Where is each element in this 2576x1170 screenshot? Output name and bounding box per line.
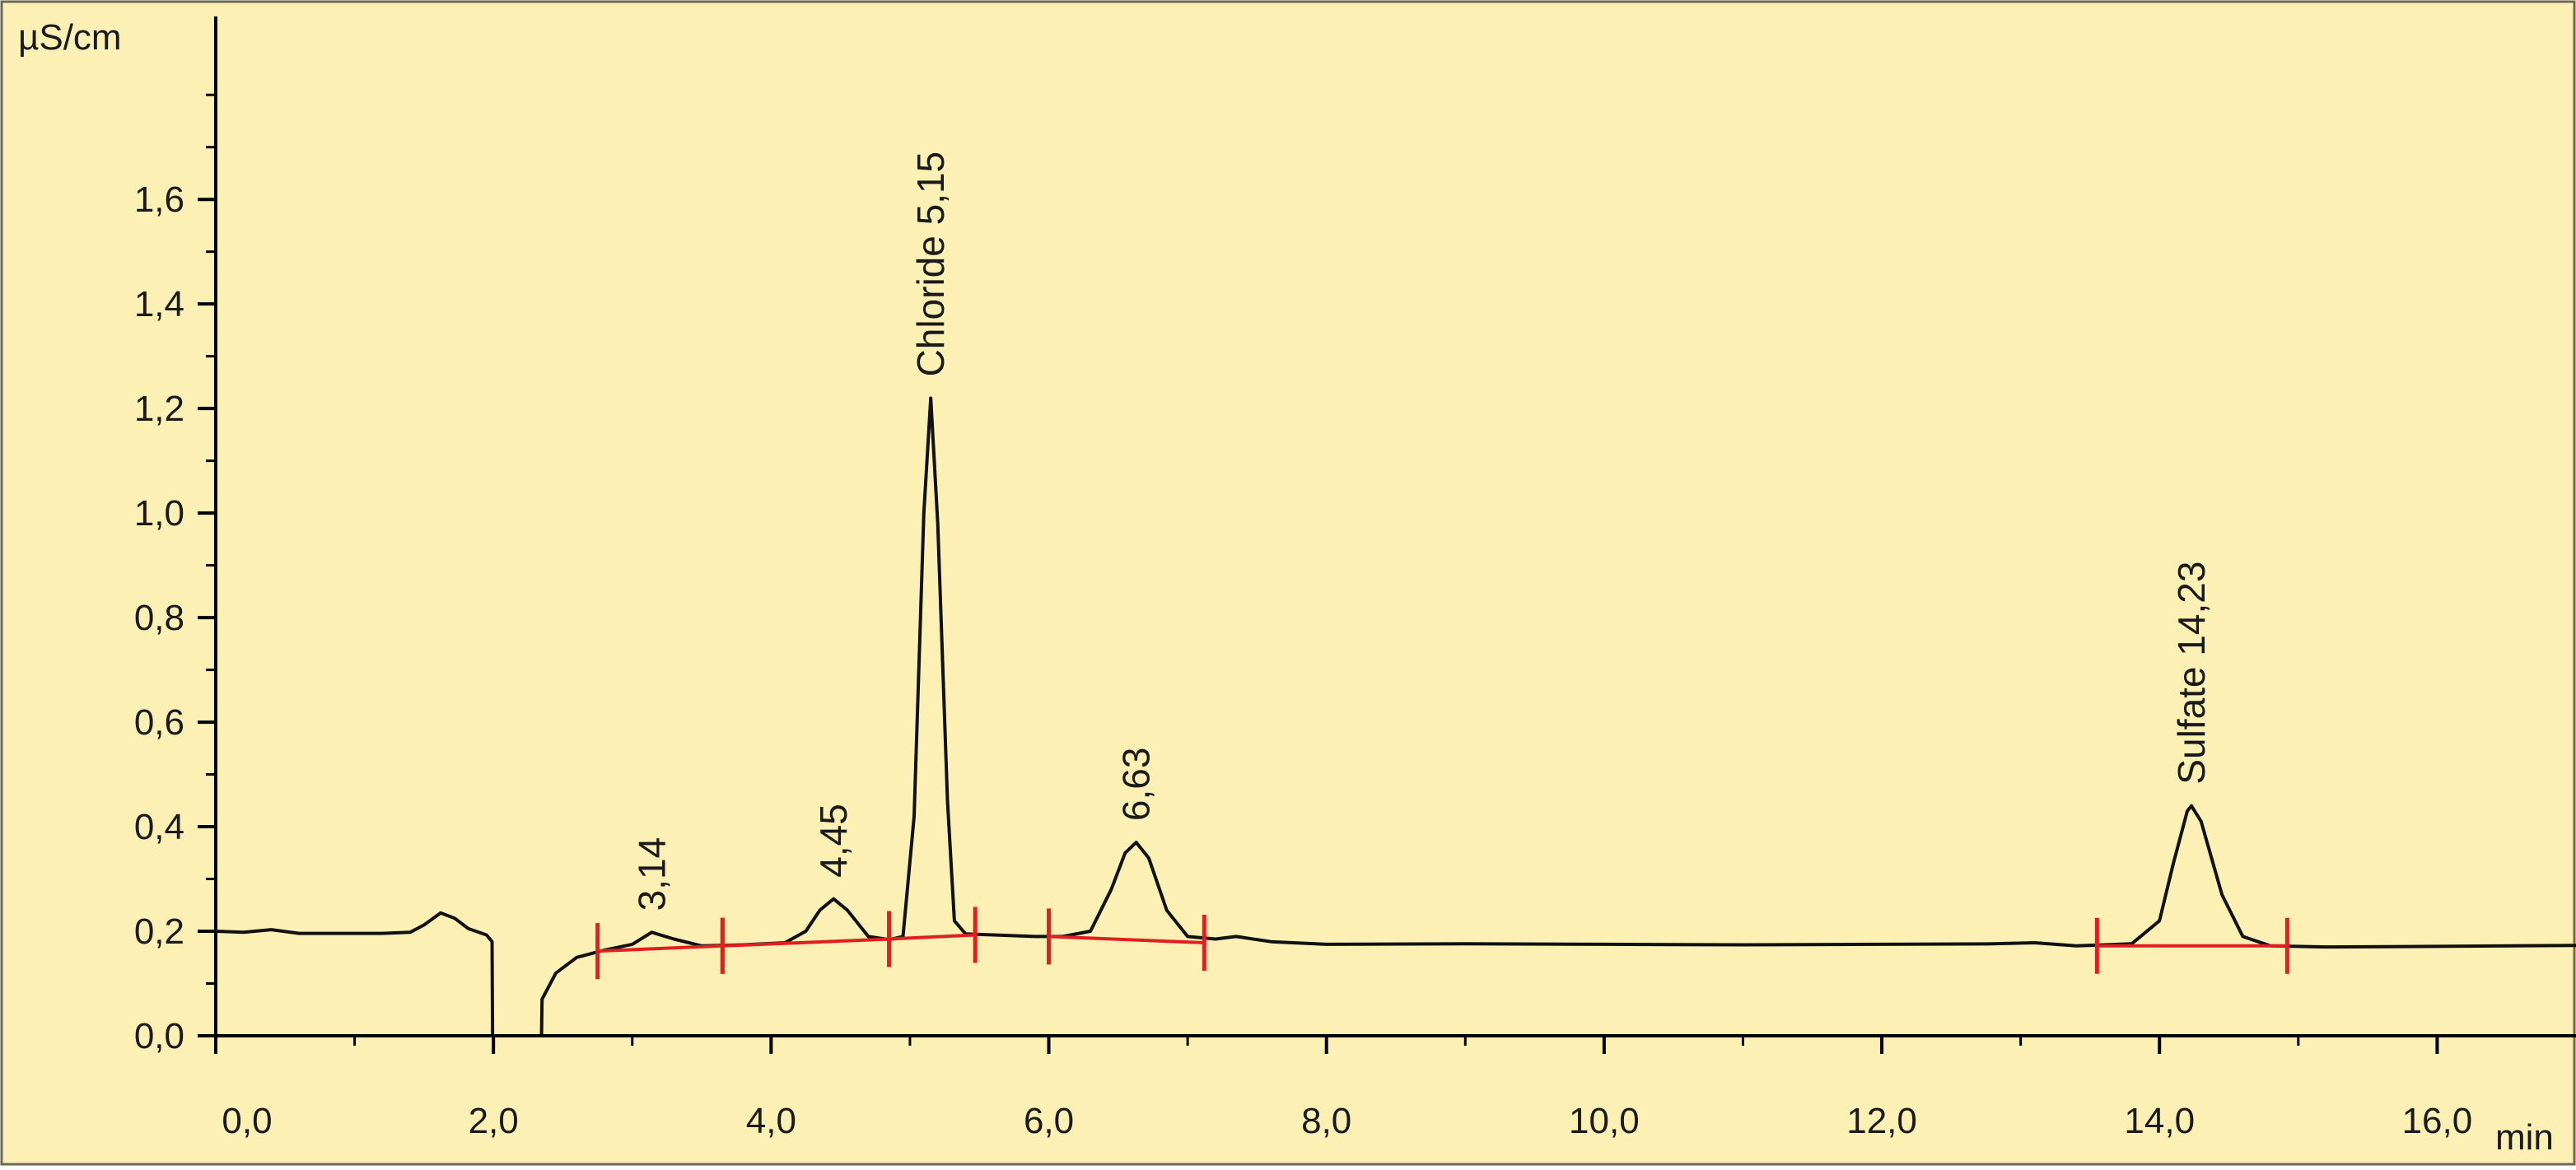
y-tick-label: 0,0 <box>134 1016 184 1056</box>
x-tick-label: 6,0 <box>1024 1101 1074 1141</box>
y-tick-label: 0,4 <box>134 807 184 847</box>
peak-label: Sulfate 14,23 <box>2170 562 2213 785</box>
y-tick-label: 0,6 <box>134 702 184 743</box>
peak-label: 4,45 <box>812 804 855 878</box>
y-axis-unit: µS/cm <box>18 17 122 58</box>
integration-baseline <box>1048 935 1205 944</box>
y-tick-label: 1,6 <box>134 179 184 220</box>
integration-baseline <box>889 933 976 941</box>
x-tick-label: 10,0 <box>1569 1101 1640 1141</box>
integration-baseline <box>722 937 889 948</box>
x-tick-label: 16,0 <box>2402 1101 2473 1141</box>
y-tick-label: 0,8 <box>134 598 184 638</box>
y-tick-label: 1,4 <box>134 284 184 324</box>
x-tick-label: 4,0 <box>746 1101 796 1141</box>
x-axis-unit: min <box>2495 1117 2554 1158</box>
peak-label-layer: 3,14 4,45 Chloride 5,15 6,63 Sulfate 14,23 <box>630 151 2213 911</box>
y-tick-label: 1,0 <box>134 493 184 534</box>
x-tick-label: 0,0 <box>222 1101 272 1141</box>
axes: 0,0 0,2 0,4 0,6 0,8 1,0 1,2 1,4 1,6 0,0 2,0 4,0 6,0 8… <box>134 16 2576 1141</box>
peak-label: Chloride 5,15 <box>909 151 952 377</box>
x-tick-label: 14,0 <box>2124 1101 2195 1141</box>
integration-layer <box>595 907 2289 980</box>
chromatogram-trace <box>216 396 2576 1034</box>
x-tick-label: 8,0 <box>1301 1101 1351 1141</box>
x-tick-label: 2,0 <box>469 1101 519 1141</box>
y-tick-label: 1,2 <box>134 389 184 429</box>
x-tick-label: 12,0 <box>1846 1101 1917 1141</box>
peak-label: 3,14 <box>630 837 673 911</box>
trace-layer <box>216 396 2576 1034</box>
peak-label: 6,63 <box>1115 748 1158 822</box>
y-tick-label: 0,2 <box>134 911 184 952</box>
integration-baseline <box>597 944 723 953</box>
